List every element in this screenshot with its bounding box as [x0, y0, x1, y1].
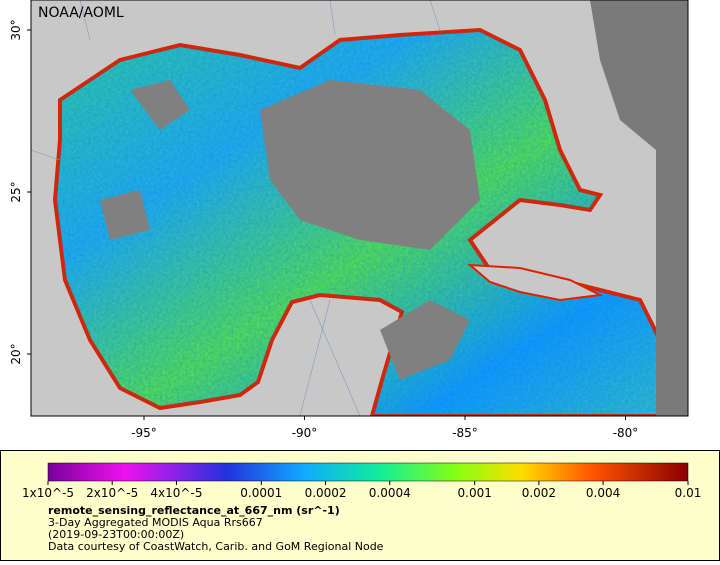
lon-tick-label: -90°	[292, 426, 318, 440]
colorbar-label: 0.001	[458, 486, 492, 500]
colorbar	[47, 462, 689, 482]
colorbar-label: 0.0004	[369, 486, 411, 500]
lon-tick-label: -80°	[613, 426, 639, 440]
caption-line: Data courtesy of CoastWatch, Carib. and …	[48, 540, 384, 553]
colorbar-label: 0.01	[675, 486, 702, 500]
caption-title: remote_sensing_reflectance_at_667_nm (sr…	[48, 504, 340, 517]
caption-line: (2019-09-23T00:00:00Z)	[48, 528, 184, 541]
lon-tick-label: -85°	[452, 426, 478, 440]
colorbar-labels: 1x10^-5 2x10^-5 4x10^-5 0.0001 0.0002 0.0004 0…	[22, 481, 701, 500]
caption-line: 3-Day Aggregated MODIS Aqua Rrs667	[48, 516, 263, 529]
lon-tick-label: -95°	[131, 426, 157, 440]
lat-tick-label: 25°	[9, 181, 23, 202]
lat-axis: 30° 25° 20°	[9, 19, 31, 365]
lat-tick-label: 20°	[9, 343, 23, 364]
colorbar-label: 2x10^-5	[86, 486, 138, 500]
colorbar-label: 1x10^-5	[22, 486, 74, 500]
lat-tick-label: 30°	[9, 19, 23, 40]
map: NOAA/AOML	[31, 0, 688, 416]
credit-label: NOAA/AOML	[38, 5, 124, 21]
colorbar-label: 4x10^-5	[150, 486, 202, 500]
colorbar-label: 0.002	[522, 486, 556, 500]
colorbar-label: 0.0002	[305, 486, 347, 500]
colorbar-label: 0.004	[586, 486, 620, 500]
colorbar-label: 0.0001	[240, 486, 282, 500]
lon-axis: -95° -90° -85° -80°	[131, 416, 638, 440]
